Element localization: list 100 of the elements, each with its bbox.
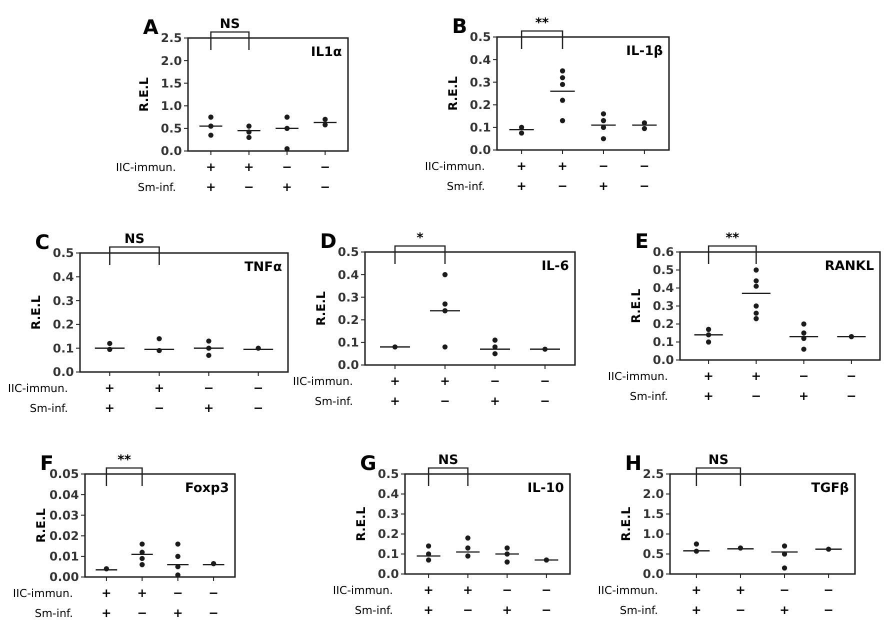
- x-tick-label: − +: [172, 586, 183, 620]
- y-tick-label: 2.5: [160, 31, 182, 46]
- chart-title: H: [625, 451, 642, 475]
- y-tick-label: 0.4: [652, 281, 674, 296]
- y-tick-label: 0.3: [378, 507, 399, 522]
- text: Foxp3: [184, 481, 229, 496]
- y-tick-label: 0.03: [49, 508, 79, 522]
- y-tick-label: 0.0: [470, 143, 491, 158]
- y-tick-label: 0.0: [642, 567, 664, 582]
- y-tick-label: 0.5: [470, 30, 491, 44]
- chart-title: C: [35, 230, 50, 254]
- y-axis-title: R.E.L: [29, 294, 43, 330]
- x-tick-label: − −: [208, 586, 219, 620]
- chart-title: B: [452, 14, 468, 38]
- y-tick-label: 0.5: [52, 246, 74, 260]
- text: IIC-immun.: [608, 370, 668, 383]
- y-tick-label: 0.00: [49, 570, 79, 584]
- x-tick-label: + +: [516, 159, 527, 193]
- y-tick-label: 2.0: [160, 54, 182, 68]
- y-axis-title: R.E.L: [446, 76, 460, 111]
- y-tick-label: 0.2: [470, 98, 491, 112]
- x-tick-label: − +: [598, 159, 609, 193]
- x-tick-label: − +: [282, 160, 292, 194]
- y-tick-label: 0.04: [49, 488, 79, 502]
- text: Sm-inf.: [630, 390, 668, 403]
- text: IL-1β: [626, 44, 663, 59]
- chart-title: A: [143, 15, 159, 39]
- text: NS: [708, 453, 729, 468]
- x-tick-label: − −: [541, 583, 552, 617]
- chart-title: G: [360, 451, 376, 475]
- y-axis-title: R.E.L: [314, 290, 328, 326]
- text: TNFα: [244, 260, 282, 275]
- y-tick-label: 0.3: [338, 290, 359, 304]
- text: Sm-inf.: [354, 604, 393, 617]
- y-tick-label: 0.4: [52, 270, 74, 284]
- x-tick-label: + −: [557, 159, 568, 193]
- y-tick-label: 2.5: [642, 467, 664, 482]
- y-tick-label: 0.0: [652, 353, 674, 368]
- y-tick-label: 0.0: [338, 358, 359, 372]
- text: NS: [124, 232, 145, 247]
- text: IIC-immun.: [292, 375, 353, 388]
- x-tick-label: − +: [779, 583, 790, 617]
- x-tick-label: + +: [691, 583, 702, 617]
- y-tick-label: 1.0: [642, 527, 664, 542]
- chart-title: D: [320, 229, 337, 253]
- y-tick-label: 0.1: [470, 120, 491, 135]
- y-tick-label: 0.2: [52, 318, 74, 332]
- y-tick-label: 0.0: [160, 144, 182, 158]
- x-tick-label: + +: [390, 374, 400, 408]
- text: Sm-inf.: [138, 181, 176, 194]
- y-tick-label: 0.0: [378, 567, 399, 582]
- x-tick-label: + −: [154, 381, 164, 415]
- text: **: [726, 231, 740, 246]
- y-tick-label: 0.1: [652, 335, 674, 350]
- text: IL-6: [541, 259, 569, 274]
- y-tick-label: 0.4: [470, 52, 491, 67]
- text: IIC-immun.: [332, 584, 393, 597]
- y-tick-label: 0.6: [652, 245, 674, 260]
- text: NS: [438, 453, 458, 468]
- y-tick-label: 0.2: [338, 313, 359, 327]
- y-tick-label: 1.0: [160, 99, 182, 113]
- text: NS: [220, 17, 240, 32]
- text: *: [416, 231, 424, 246]
- text: TGFβ: [811, 481, 849, 496]
- text: Sm-inf.: [30, 402, 68, 415]
- x-tick-label: + −: [440, 374, 450, 408]
- x-tick-label: − +: [490, 374, 500, 408]
- y-tick-label: 0.1: [378, 547, 399, 562]
- text: Sm-inf.: [446, 180, 485, 193]
- x-tick-label: + −: [244, 160, 254, 194]
- text: **: [117, 453, 132, 468]
- y-tick-label: 0.1: [52, 341, 74, 356]
- y-axis-title: R.E.L: [34, 508, 48, 543]
- text: IIC-immun.: [12, 587, 73, 600]
- y-tick-label: 0.5: [160, 122, 182, 136]
- x-tick-label: − +: [502, 583, 512, 617]
- y-tick-label: 0.5: [338, 245, 359, 260]
- x-tick-label: + −: [137, 586, 148, 620]
- y-axis-title: R.E.L: [354, 506, 368, 542]
- y-tick-label: 0.2: [378, 527, 399, 542]
- x-tick-label: − −: [639, 159, 650, 193]
- x-tick-label: − +: [204, 381, 214, 415]
- y-tick-label: 0.4: [378, 487, 399, 502]
- y-tick-label: 0.3: [52, 294, 74, 308]
- y-tick-label: 0.5: [652, 263, 674, 278]
- x-tick-label: − −: [320, 160, 330, 194]
- y-tick-label: 0.3: [470, 75, 491, 90]
- chart-title: E: [635, 229, 649, 253]
- text: IIC-immun.: [116, 161, 176, 174]
- y-tick-label: 0.0: [52, 365, 74, 380]
- text: RANKL: [824, 259, 874, 274]
- x-tick-label: − −: [540, 374, 550, 408]
- text: IIC-immun.: [598, 584, 658, 597]
- x-tick-label: − +: [798, 369, 809, 403]
- y-tick-label: 0.3: [652, 299, 674, 314]
- y-tick-label: 0.4: [338, 268, 359, 282]
- text: Sm-inf.: [34, 607, 73, 620]
- x-tick-label: + −: [462, 583, 473, 617]
- y-axis-title: R.E.L: [629, 288, 643, 324]
- y-tick-label: 0.02: [49, 529, 79, 543]
